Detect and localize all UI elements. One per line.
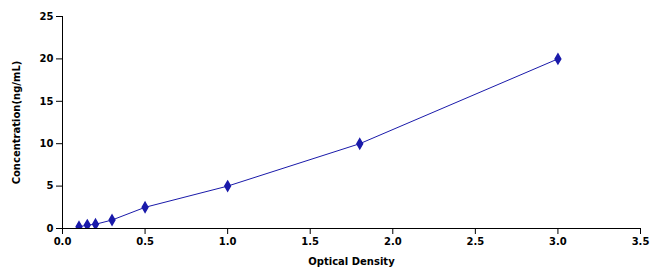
svg-text:20: 20 xyxy=(40,53,54,64)
svg-text:0.0: 0.0 xyxy=(54,236,72,247)
svg-text:25: 25 xyxy=(40,11,54,22)
svg-text:0.5: 0.5 xyxy=(136,236,154,247)
svg-text:15: 15 xyxy=(40,96,54,107)
svg-text:3.5: 3.5 xyxy=(632,236,650,247)
svg-text:2.0: 2.0 xyxy=(384,236,402,247)
svg-text:1.5: 1.5 xyxy=(301,236,319,247)
svg-text:Concentration(ng/mL): Concentration(ng/mL) xyxy=(11,61,22,185)
svg-text:3.0: 3.0 xyxy=(549,236,567,247)
svg-text:10: 10 xyxy=(40,138,54,149)
svg-text:Optical Density: Optical Density xyxy=(308,256,395,267)
svg-text:2.5: 2.5 xyxy=(466,236,484,247)
svg-text:0: 0 xyxy=(47,223,54,234)
svg-text:1.0: 1.0 xyxy=(219,236,237,247)
svg-text:5: 5 xyxy=(47,180,54,191)
